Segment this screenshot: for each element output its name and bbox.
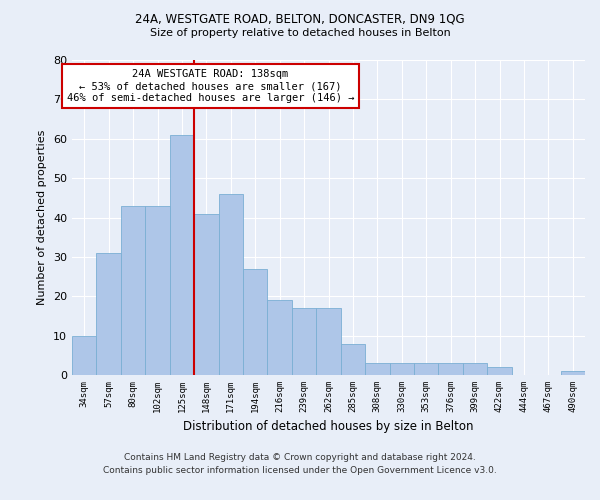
Text: Size of property relative to detached houses in Belton: Size of property relative to detached ho…	[149, 28, 451, 38]
Bar	[389, 363, 414, 375]
Bar	[243, 268, 268, 375]
Bar	[268, 300, 292, 375]
Bar	[292, 308, 316, 375]
Bar	[463, 363, 487, 375]
Bar	[316, 308, 341, 375]
Text: Contains HM Land Registry data © Crown copyright and database right 2024.: Contains HM Land Registry data © Crown c…	[124, 454, 476, 462]
Bar	[194, 214, 218, 375]
Text: Contains public sector information licensed under the Open Government Licence v3: Contains public sector information licen…	[103, 466, 497, 475]
Bar	[121, 206, 145, 375]
Bar	[97, 253, 121, 375]
Bar	[487, 367, 512, 375]
X-axis label: Distribution of detached houses by size in Belton: Distribution of detached houses by size …	[183, 420, 474, 434]
Text: 24A WESTGATE ROAD: 138sqm
← 53% of detached houses are smaller (167)
46% of semi: 24A WESTGATE ROAD: 138sqm ← 53% of detac…	[67, 70, 354, 102]
Text: 24A, WESTGATE ROAD, BELTON, DONCASTER, DN9 1QG: 24A, WESTGATE ROAD, BELTON, DONCASTER, D…	[135, 12, 465, 26]
Y-axis label: Number of detached properties: Number of detached properties	[37, 130, 47, 305]
Bar	[72, 336, 97, 375]
Bar	[170, 135, 194, 375]
Bar	[145, 206, 170, 375]
Bar	[414, 363, 439, 375]
Bar	[218, 194, 243, 375]
Bar	[341, 344, 365, 375]
Bar	[439, 363, 463, 375]
Bar	[560, 371, 585, 375]
Bar	[365, 363, 389, 375]
